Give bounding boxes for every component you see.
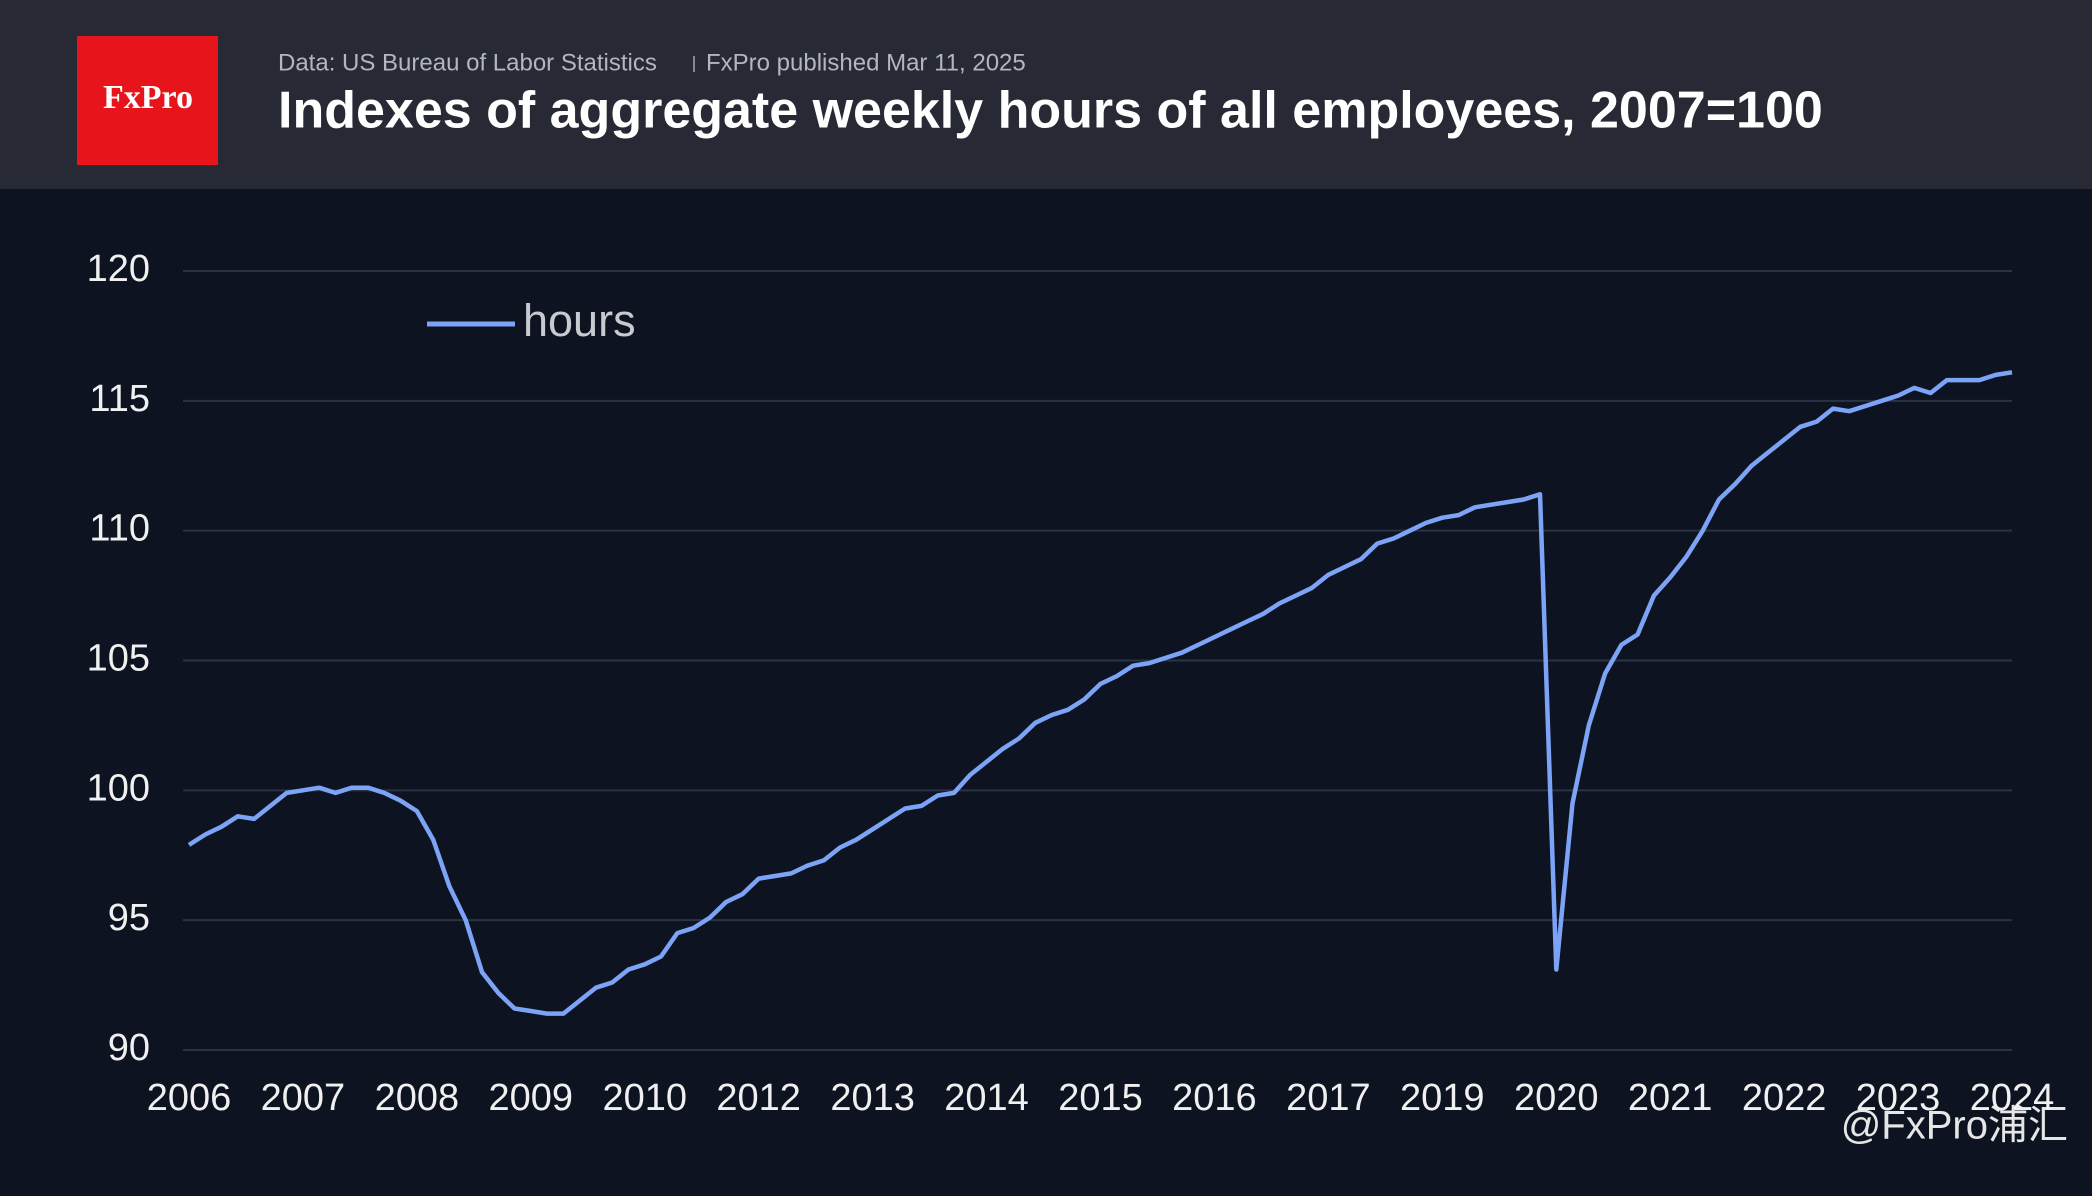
logo [77, 36, 218, 165]
x-tick-label: 2021 [1628, 1077, 1713, 1119]
x-tick-label: 2020 [1514, 1077, 1599, 1119]
x-tick-label: 2014 [944, 1077, 1029, 1119]
x-tick-label: 2013 [830, 1077, 915, 1119]
x-tick-label: 2008 [375, 1077, 460, 1119]
x-tick-label: 2009 [489, 1077, 574, 1119]
x-tick-label: 2022 [1742, 1077, 1827, 1119]
x-tick-label: 2012 [716, 1077, 801, 1119]
y-tick-label: 95 [108, 897, 150, 939]
y-tick-label: 115 [89, 378, 150, 420]
x-tick-label: 2010 [602, 1077, 687, 1119]
header [0, 0, 2092, 189]
y-tick-label: 110 [89, 508, 150, 550]
x-tick-label: 2006 [147, 1077, 232, 1119]
x-tick-label: 2023 [1856, 1077, 1941, 1119]
y-tick-label: 90 [108, 1027, 150, 1069]
line [187, 370, 2013, 1016]
y-tick-label: 120 [87, 248, 150, 290]
y-tick-label: 105 [87, 638, 150, 680]
y-tick-label: 100 [87, 767, 150, 809]
x-tick-label: 2015 [1058, 1077, 1143, 1119]
chart-title: Indexes of aggregate weekly hours of all… [278, 82, 1823, 140]
source: Data: US Bureau of Labor Statistics [278, 49, 657, 76]
x-tick-label: 2024 [1970, 1077, 2055, 1119]
x-tick-label: 2007 [261, 1077, 346, 1119]
watermark: @FxPro浦汇 [1841, 1104, 2068, 1148]
x-tick-label: 2016 [1172, 1077, 1257, 1119]
x-tick-label: 2017 [1286, 1077, 1371, 1119]
logo-text: FxPro [103, 79, 193, 116]
x-tick-label: 2019 [1400, 1077, 1485, 1119]
published: FxPro published Mar 11, 2025 [706, 49, 1026, 76]
legend-label: hours [523, 295, 636, 346]
